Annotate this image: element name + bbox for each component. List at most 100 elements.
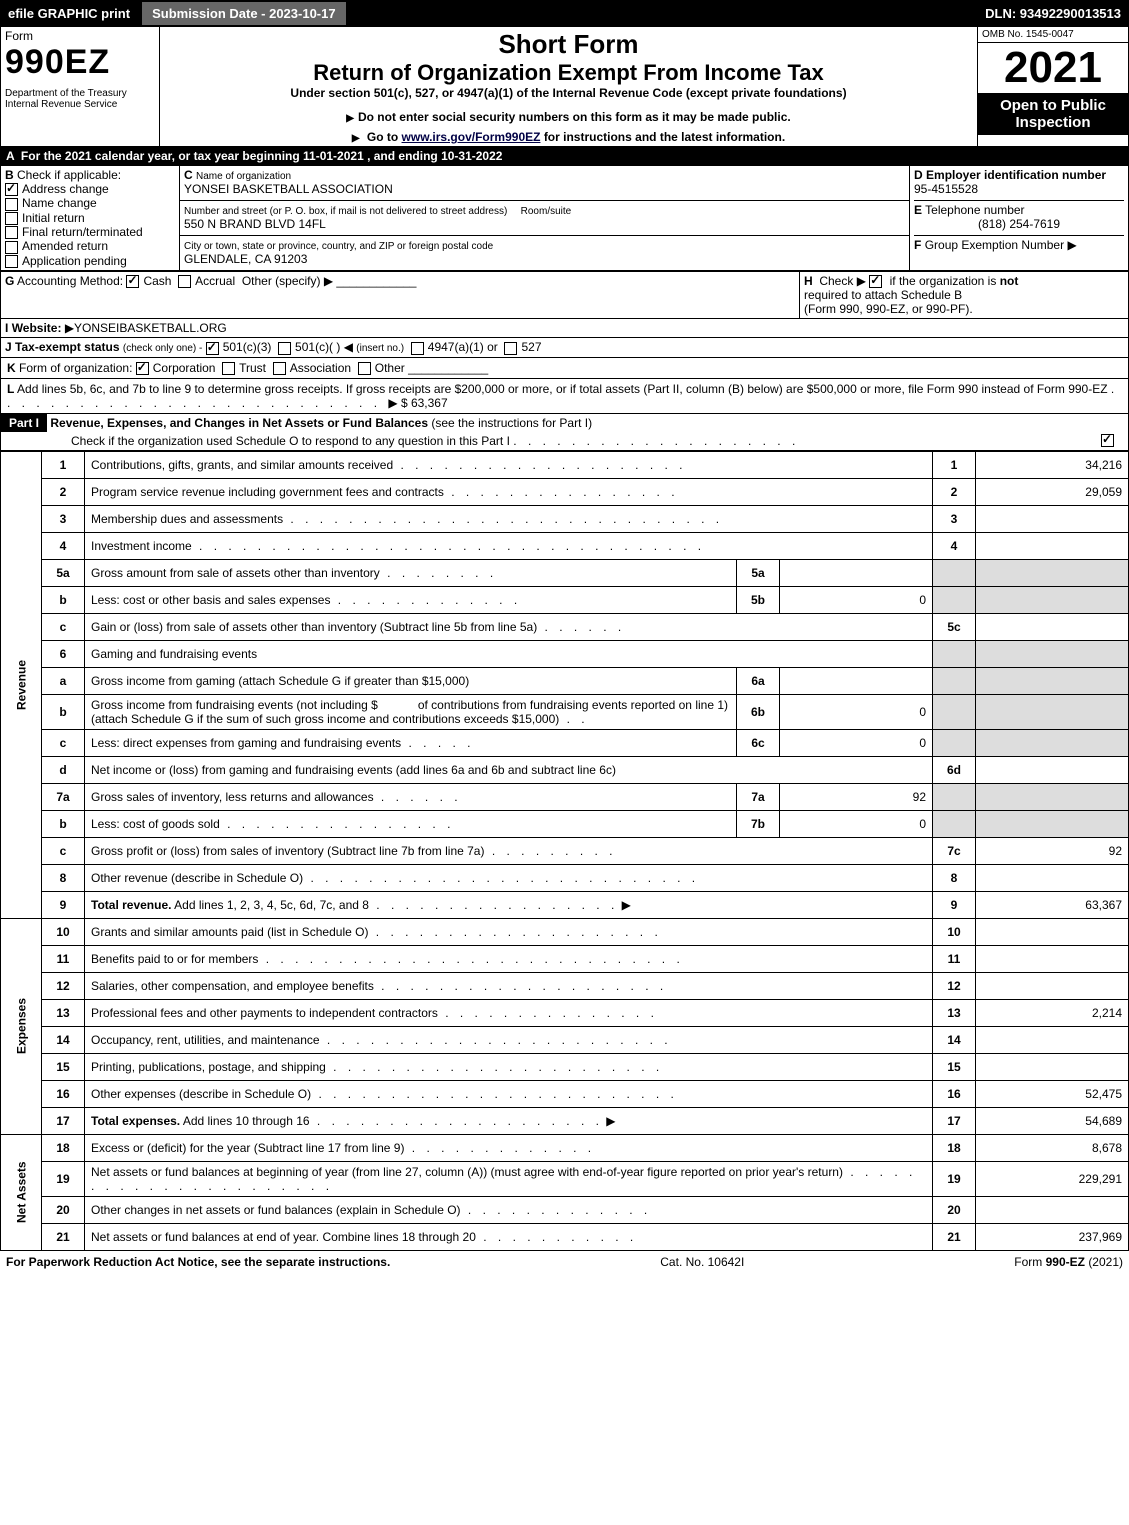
line-16: 16 Other expenses (describe in Schedule …	[1, 1080, 1129, 1107]
website-title: Website:	[12, 321, 62, 335]
section-g-label: G	[5, 274, 14, 288]
line-num: 12	[42, 972, 85, 999]
checkbox-corp[interactable]	[136, 362, 149, 375]
line-7a: 7a Gross sales of inventory, less return…	[1, 783, 1129, 810]
line-num: 13	[42, 999, 85, 1026]
line-box: 21	[933, 1223, 976, 1250]
line-val	[976, 1053, 1129, 1080]
line-desc: Professional fees and other payments to …	[91, 1006, 438, 1020]
part1-label: Part I	[1, 414, 47, 432]
checkbox-initial-return[interactable]: Initial return	[5, 211, 175, 225]
checkbox-pending[interactable]: Application pending	[5, 254, 175, 268]
line-num: 7a	[42, 783, 85, 810]
checkbox-cash[interactable]	[126, 275, 139, 288]
line-20: 20 Other changes in net assets or fund b…	[1, 1196, 1129, 1223]
goto-post: for instructions and the latest informat…	[544, 130, 785, 144]
shade	[976, 729, 1129, 756]
checkbox-name-change[interactable]: Name change	[5, 196, 175, 210]
checkbox-501c3[interactable]	[206, 342, 219, 355]
section-l: L Add lines 5b, 6c, and 7b to line 9 to …	[0, 379, 1129, 414]
sub-val	[780, 559, 933, 586]
line-num: 11	[42, 945, 85, 972]
line-num: 8	[42, 864, 85, 891]
name-label: Name of organization	[196, 171, 291, 182]
line-val	[976, 972, 1129, 999]
footer-right-form: 990-EZ	[1046, 1255, 1085, 1269]
checkbox-address-change[interactable]: Address change	[5, 182, 175, 196]
line-box: 1	[933, 451, 976, 478]
checkbox-4947[interactable]	[411, 342, 424, 355]
netassets-vlabel: Net Assets	[1, 1134, 42, 1250]
line-num: b	[42, 810, 85, 837]
h-text3: required to attach Schedule B	[804, 288, 962, 302]
checkbox-icon[interactable]	[5, 241, 18, 254]
line-val: 229,291	[976, 1161, 1129, 1196]
line-2: 2 Program service revenue including gove…	[1, 478, 1129, 505]
sub-val: 0	[780, 586, 933, 613]
checkbox-schedule-b[interactable]	[869, 275, 882, 288]
line-desc: Gain or (loss) from sale of assets other…	[91, 620, 537, 634]
shade	[976, 640, 1129, 667]
line-5a: 5a Gross amount from sale of assets othe…	[1, 559, 1129, 586]
checkbox-icon[interactable]	[5, 226, 18, 239]
line-num: c	[42, 729, 85, 756]
line-1: Revenue 1 Contributions, gifts, grants, …	[1, 451, 1129, 478]
checkbox-final-return[interactable]: Final return/terminated	[5, 225, 175, 239]
line-8: 8 Other revenue (describe in Schedule O)…	[1, 864, 1129, 891]
sub-box: 6c	[737, 729, 780, 756]
trust-label: Trust	[239, 361, 266, 375]
h-check: Check	[819, 274, 853, 288]
footer-right: Form 990-EZ (2021)	[1014, 1255, 1123, 1269]
line-box: 20	[933, 1196, 976, 1223]
line-6: 6 Gaming and fundraising events	[1, 640, 1129, 667]
checkbox-schedule-o[interactable]	[1101, 434, 1114, 447]
shade	[933, 694, 976, 729]
line-box: 3	[933, 505, 976, 532]
checkbox-501c[interactable]	[278, 342, 291, 355]
checkbox-icon[interactable]	[5, 255, 18, 268]
line-num: a	[42, 667, 85, 694]
line-desc: Less: cost or other basis and sales expe…	[91, 593, 330, 607]
group-exempt-title: Group Exemption Number	[925, 238, 1064, 252]
phone-title: Telephone number	[925, 203, 1024, 217]
checkbox-trust[interactable]	[222, 362, 235, 375]
line-box: 11	[933, 945, 976, 972]
efile-label[interactable]: efile GRAPHIC print	[0, 6, 138, 21]
footer-left: For Paperwork Reduction Act Notice, see …	[6, 1255, 390, 1269]
checkbox-icon[interactable]	[5, 183, 18, 196]
line-val: 29,059	[976, 478, 1129, 505]
footer-mid: Cat. No. 10642I	[660, 1255, 744, 1269]
line-21: 21 Net assets or fund balances at end of…	[1, 1223, 1129, 1250]
line-desc: Other changes in net assets or fund bala…	[91, 1203, 461, 1217]
line-box: 8	[933, 864, 976, 891]
line-10: Expenses 10 Grants and similar amounts p…	[1, 918, 1129, 945]
line-5c: c Gain or (loss) from sale of assets oth…	[1, 613, 1129, 640]
arrow-icon	[352, 130, 364, 144]
subtitle: Under section 501(c), 527, or 4947(a)(1)…	[164, 86, 973, 100]
checkbox-assoc[interactable]	[273, 362, 286, 375]
checkbox-icon[interactable]	[5, 198, 18, 211]
sub-val: 92	[780, 783, 933, 810]
website-value: YONSEIBASKETBALL.ORG	[74, 321, 227, 335]
line-box: 16	[933, 1080, 976, 1107]
form-org-title: Form of organization:	[19, 361, 132, 375]
line-val	[976, 864, 1129, 891]
other-label: Other	[375, 361, 405, 375]
line-desc: Net income or (loss) from gaming and fun…	[91, 763, 616, 777]
line-15: 15 Printing, publications, postage, and …	[1, 1053, 1129, 1080]
checkbox-527[interactable]	[504, 342, 517, 355]
sub-box: 7b	[737, 810, 780, 837]
line-val	[976, 1026, 1129, 1053]
section-a-label: A	[6, 149, 14, 163]
checkbox-amended[interactable]: Amended return	[5, 239, 175, 253]
ein-title: Employer identification number	[926, 168, 1106, 182]
goto-link[interactable]: www.irs.gov/Form990EZ	[402, 130, 541, 144]
checkbox-icon[interactable]	[5, 212, 18, 225]
checkbox-accrual[interactable]	[178, 275, 191, 288]
shade	[976, 694, 1129, 729]
section-i-label: I	[5, 321, 8, 335]
line-box: 4	[933, 532, 976, 559]
section-e-label: E	[914, 203, 922, 217]
corp-label: Corporation	[153, 361, 216, 375]
checkbox-other[interactable]	[358, 362, 371, 375]
